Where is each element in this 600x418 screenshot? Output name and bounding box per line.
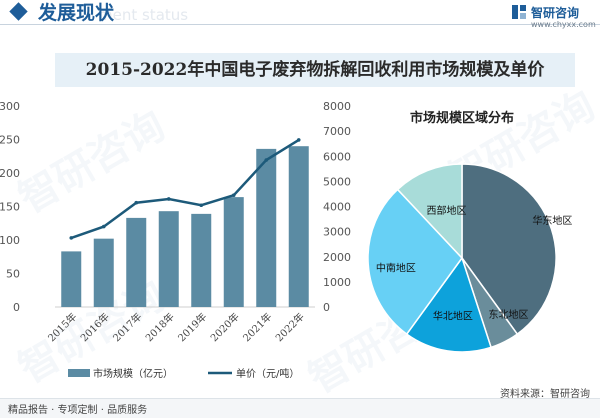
legend-label: 单价（元/吨） — [236, 367, 299, 380]
line-point — [69, 236, 74, 240]
footer-tagline: 精品报告 · 专项定制 · 品质服务 — [8, 405, 148, 416]
y-right-tick-label: 5000 — [323, 175, 351, 188]
y-right-tick-label: 1000 — [323, 276, 351, 289]
y-right-tick-label: 3000 — [323, 226, 351, 239]
x-tick-label: 2016年 — [78, 310, 112, 344]
bar-mark — [223, 197, 244, 307]
y-right-tick-label: 0 — [323, 301, 330, 314]
line-point — [101, 224, 106, 229]
header-divider — [0, 24, 600, 25]
footer-source: 资料来源：智研咨询 — [500, 389, 590, 400]
bar-mark — [61, 251, 82, 307]
brand-url: www.chyxx.com — [531, 20, 596, 29]
line-point — [166, 197, 171, 201]
x-tick-label: 2021年 — [240, 310, 274, 344]
y-left-tick-label: 300 — [0, 100, 20, 113]
x-tick-label: 2022年 — [273, 310, 307, 344]
line-point — [134, 200, 139, 205]
legend-label: 市场规模（亿元） — [93, 367, 173, 380]
footer: 精品报告 · 专项定制 · 品质服务 资料来源：智研咨询 — [0, 389, 600, 418]
brand-logo-icon — [512, 5, 526, 19]
bar-mark — [158, 211, 179, 307]
x-tick-label: 2017年 — [110, 310, 144, 344]
pie-slice-label: 华北地区 — [433, 310, 473, 323]
pie-slice-label: 西部地区 — [427, 204, 467, 217]
pie-slice — [367, 188, 463, 336]
bar-mark — [93, 238, 114, 307]
pie-slice — [396, 163, 463, 260]
y-left-tick-label: 250 — [0, 134, 20, 147]
diamond-icon — [9, 2, 28, 21]
pie-title: 市场规模区域分布 — [410, 110, 514, 126]
line-point — [296, 138, 301, 142]
x-tick-label: 2015年 — [45, 310, 79, 344]
y-right-tick-label: 2000 — [323, 251, 351, 264]
chart-title: 2015-2022年中国电子废弃物拆解回收利用市场规模及单价 — [85, 60, 545, 80]
x-tick-label: 2020年 — [208, 310, 242, 344]
y-left-tick-label: 0 — [13, 301, 20, 314]
bar-mark — [191, 213, 212, 307]
bar-mark — [288, 146, 309, 307]
y-left-tick-label: 50 — [6, 268, 20, 281]
bar-mark — [256, 148, 277, 307]
chart-title-band: 2015-2022年中国电子废弃物拆解回收利用市场规模及单价 — [55, 53, 575, 87]
pie-slice-label: 华东地区 — [532, 214, 572, 227]
y-left-tick-label: 200 — [0, 167, 20, 180]
y-right-tick-label: 7000 — [323, 125, 351, 138]
y-right-tick-label: 6000 — [323, 150, 351, 163]
y-right-tick-label: 4000 — [323, 201, 351, 214]
y-left-tick-label: 150 — [0, 201, 20, 214]
line-point — [199, 203, 204, 208]
chart-canvas: 0501001502002503000100020003000400050006… — [0, 100, 572, 380]
line-point — [264, 158, 269, 162]
brand-name: 智研咨询 — [531, 6, 580, 20]
y-right-tick-label: 8000 — [323, 100, 351, 113]
pie-slice — [461, 163, 557, 336]
pie-slice-label: 东北地区 — [488, 308, 528, 321]
x-tick-label: 2019年 — [175, 310, 209, 344]
bar-mark — [126, 217, 147, 307]
x-tick-label: 2018年 — [143, 310, 177, 344]
header-bar: ment status 发展现状 智研咨询 www.chyxx.com — [0, 0, 600, 34]
legend-swatch-bar — [68, 369, 90, 377]
section-subtitle: ment status — [98, 6, 189, 24]
pie-slice-label: 中南地区 — [376, 262, 416, 275]
line-series — [70, 138, 300, 240]
brand-block: 智研咨询 www.chyxx.com — [511, 4, 600, 34]
y-left-tick-label: 100 — [0, 234, 20, 247]
line-point — [231, 193, 236, 197]
section-title: 发展现状 — [38, 2, 115, 24]
pie-slice — [405, 256, 492, 353]
